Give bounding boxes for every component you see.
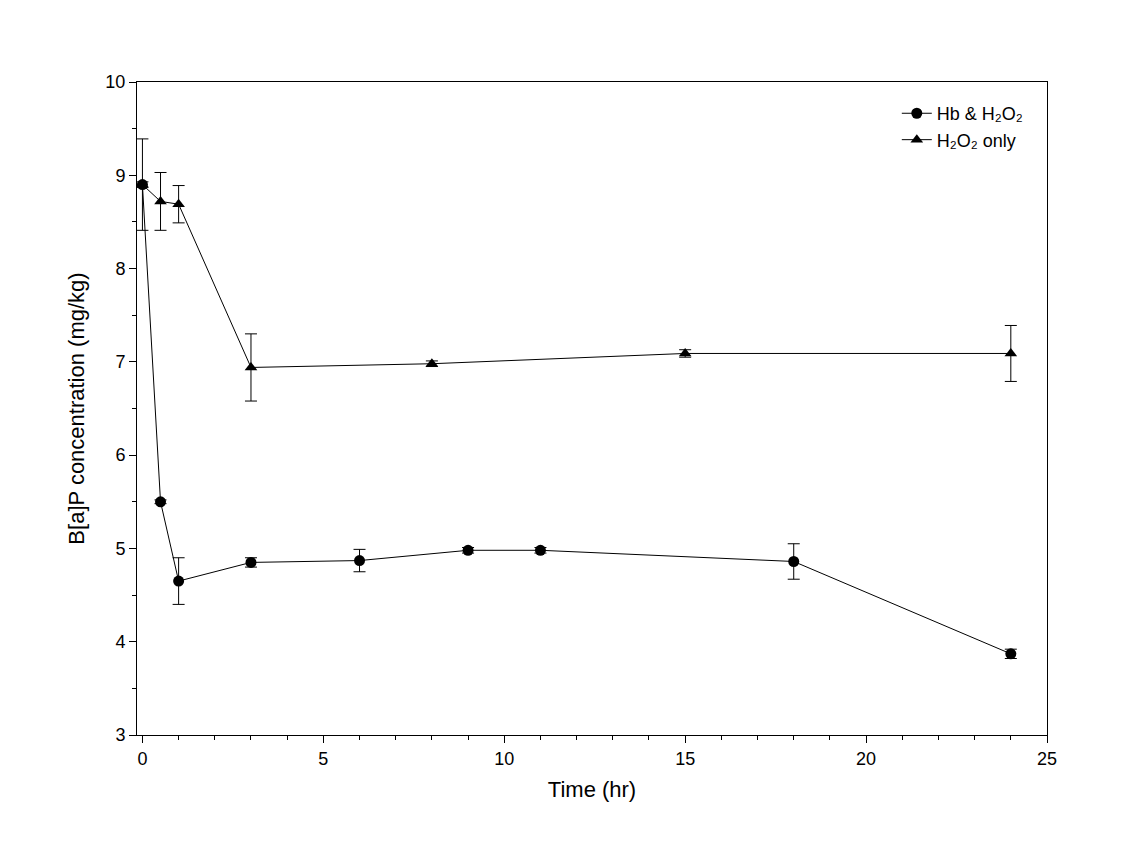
svg-text:25: 25	[1037, 749, 1057, 769]
svg-text:10: 10	[494, 749, 514, 769]
svg-text:Time (hr): Time (hr)	[548, 777, 636, 802]
svg-text:5: 5	[318, 749, 328, 769]
svg-text:9: 9	[115, 166, 125, 186]
svg-text:B[a]P concentration (mg/kg): B[a]P concentration (mg/kg)	[64, 272, 89, 544]
svg-text:0: 0	[137, 749, 147, 769]
svg-text:20: 20	[856, 749, 876, 769]
svg-text:6: 6	[115, 445, 125, 465]
svg-text:H₂O₂ only: H₂O₂ only	[937, 131, 1016, 151]
svg-text:15: 15	[675, 749, 695, 769]
svg-text:5: 5	[115, 539, 125, 559]
svg-text:4: 4	[115, 632, 125, 652]
svg-text:10: 10	[105, 72, 125, 92]
svg-text:Hb & H₂O₂: Hb & H₂O₂	[937, 104, 1023, 124]
svg-text:3: 3	[115, 725, 125, 745]
svg-text:7: 7	[115, 352, 125, 372]
svg-text:8: 8	[115, 259, 125, 279]
